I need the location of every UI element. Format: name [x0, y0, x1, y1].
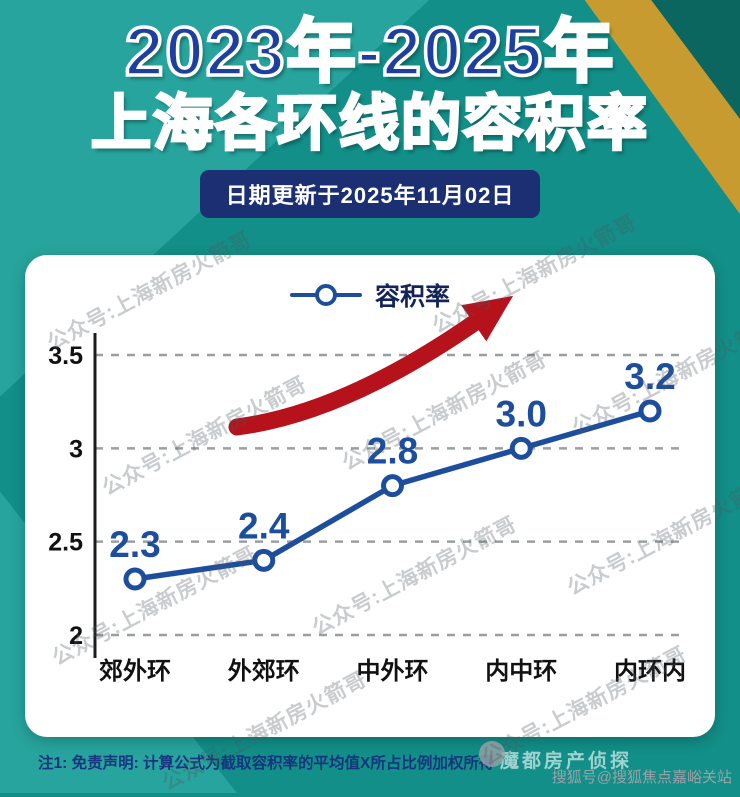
- legend-circle-icon: [314, 284, 337, 306]
- point-value-label: 3.2: [624, 356, 675, 397]
- x-tick-label: 郊外环: [99, 657, 171, 685]
- header: 2023年-2025年 上海各环线的容积率 日期更新于2025年11月02日: [0, 13, 740, 218]
- sohu-logo-icon: [479, 741, 505, 767]
- title-line2: 上海各环线的容积率: [90, 89, 649, 157]
- point-value-label: 2.8: [367, 431, 418, 472]
- faint-watermark: 魔都房产侦探: [500, 751, 633, 772]
- x-tick-label: 外郊环: [228, 657, 300, 685]
- y-tick-label: 2: [69, 622, 83, 650]
- footer-disclaimer: 注1: 免责声明: 计算公式为截取容积率的平均值X所占比例加权所得: [38, 755, 495, 772]
- data-point: [252, 548, 276, 572]
- point-value-label: 2.3: [109, 524, 160, 565]
- x-tick-label: 中外环: [357, 657, 429, 685]
- sohu-watermark-text: 搜狐号@搜狐焦点嘉峪关站: [551, 769, 732, 786]
- x-tick-label: 内中环: [485, 658, 557, 685]
- x-tick-label: 内环内: [614, 658, 686, 685]
- y-tick-label: 3.5: [48, 342, 83, 370]
- data-point: [123, 567, 147, 591]
- legend-line-marker-icon: [289, 284, 362, 306]
- point-value-label: 3.0: [496, 393, 547, 434]
- point-value-label: 2.4: [238, 505, 290, 546]
- y-tick-label: 2.5: [48, 529, 83, 557]
- data-point: [638, 399, 662, 423]
- line-chart: 3.5 3 2.5 2 郊外环 外郊环 中外环 内中环 内环内 2.3 2.4 2.8 3.0 3.2: [48, 295, 686, 685]
- date-badge: 日期更新于2025年11月02日: [199, 169, 541, 218]
- data-point: [381, 474, 404, 498]
- legend-label: 容积率: [374, 283, 450, 311]
- trend-arrow: [228, 295, 514, 436]
- title-line1: 2023年-2025年: [123, 13, 615, 90]
- chart-card: 3.5 3 2.5 2 郊外环 外郊环 中外环 内中环 内环内 2.3 2.4 2.8 3.0 3.2 容…: [25, 255, 715, 737]
- y-tick-label: 3: [69, 435, 83, 463]
- chart-legend: 容积率: [25, 277, 715, 313]
- data-point: [509, 436, 533, 460]
